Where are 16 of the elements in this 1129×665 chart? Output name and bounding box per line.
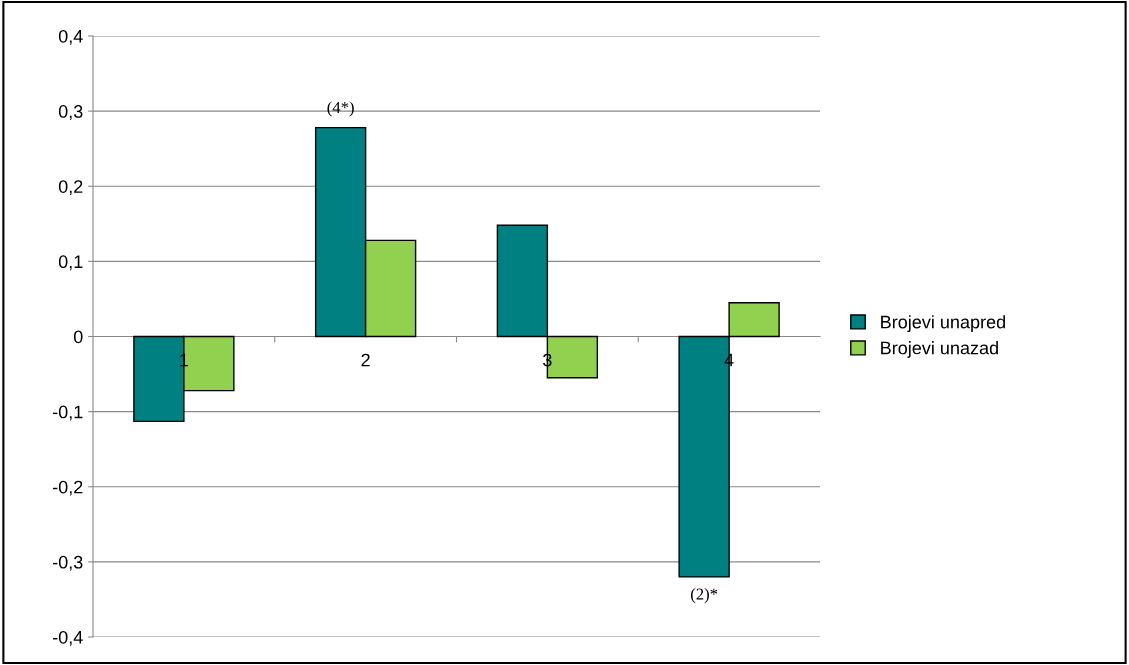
- x-tick-label: 1: [180, 353, 189, 367]
- annotation: (4*): [327, 101, 354, 117]
- y-tick-label: -0,2: [52, 480, 83, 496]
- x-tick-label: 4: [724, 353, 734, 367]
- y-tick-label: 0,3: [58, 105, 83, 120]
- x-tick-label: 2: [361, 353, 370, 367]
- y-tick-label: 0: [73, 330, 83, 344]
- y-tick-label: 0,2: [58, 180, 83, 196]
- y-tick-label: -0,4: [52, 630, 83, 646]
- y-tick-label: -0,3: [52, 555, 83, 571]
- legend-label: Brojevi unazad: [881, 341, 998, 358]
- annotation: (2)*: [690, 588, 718, 604]
- y-tick-label: 0,4: [58, 29, 83, 45]
- legend-label: Brojevi unapred: [881, 315, 1005, 332]
- y-tick-label: -0,1: [52, 405, 83, 421]
- y-tick-label: 0,1: [58, 255, 83, 271]
